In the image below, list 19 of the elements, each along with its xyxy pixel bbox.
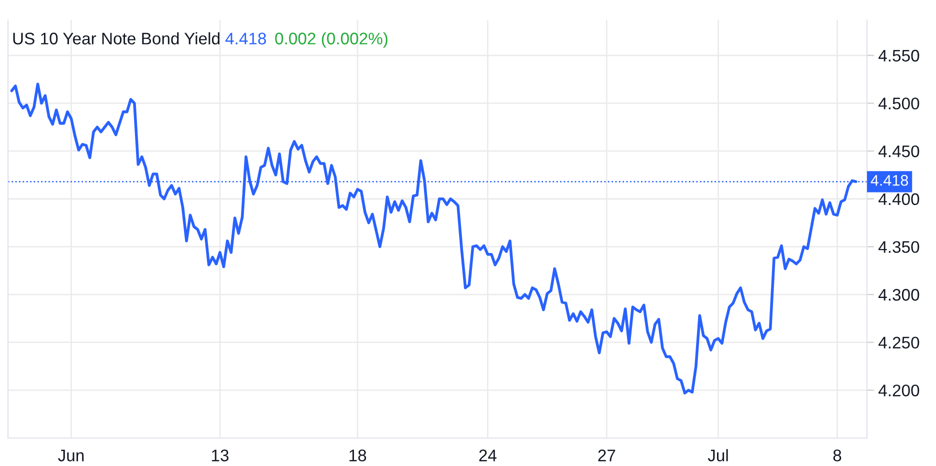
ref-line-label: 4.418 bbox=[870, 174, 908, 186]
y-tick-label: 4.350 bbox=[878, 241, 920, 253]
y-tick-label: 4.450 bbox=[878, 145, 920, 158]
x-tick-label: Jun bbox=[58, 450, 84, 462]
y-tick-label: 4.550 bbox=[878, 50, 920, 62]
y-tick-label: 4.400 bbox=[878, 193, 920, 206]
x-tick-label: 24 bbox=[479, 450, 496, 462]
y-tick-label: 4.300 bbox=[878, 288, 920, 301]
y-tick-label: 4.200 bbox=[878, 384, 920, 396]
y-tick-label: 4.500 bbox=[878, 98, 920, 110]
annotation: 4.418 bbox=[225, 32, 266, 44]
x-tick-label: 18 bbox=[350, 450, 366, 462]
x-tick-label: 8 bbox=[833, 450, 842, 462]
x-tick-label: 13 bbox=[212, 450, 228, 462]
text: US 10 Year Note Bond Yield bbox=[13, 32, 220, 44]
x-tick-label: Jul bbox=[708, 449, 728, 462]
y-tick-label: 4.250 bbox=[878, 336, 920, 349]
x-tick-label: 27 bbox=[598, 450, 616, 462]
annotation: 0.002 (0.002%) bbox=[275, 32, 388, 48]
